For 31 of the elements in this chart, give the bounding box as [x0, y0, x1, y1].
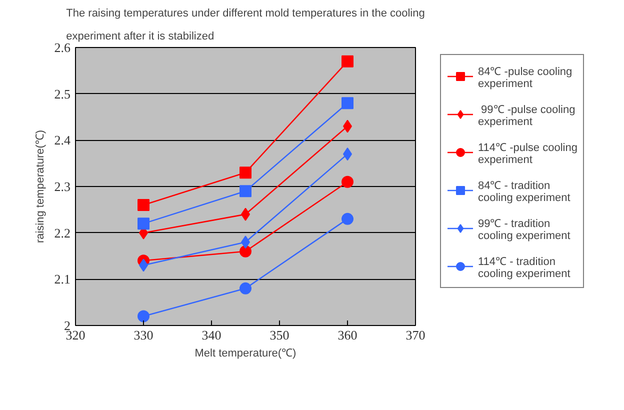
- point: [342, 97, 354, 110]
- x-axis-title: Melt temperature(℃): [194, 348, 296, 360]
- x-tick-label: 350: [270, 328, 290, 342]
- y-tick-label: 2.3: [54, 179, 70, 194]
- point: [342, 55, 354, 68]
- y-axis-title: raising temperature(℃): [34, 130, 46, 244]
- legend-label: 84℃ - tradition cooling experiment: [478, 178, 570, 205]
- legend-label: 114℃ -pulse cooling experiment: [478, 140, 578, 167]
- x-tick-label: 340: [202, 328, 222, 342]
- legend-label: 114℃ - tradition cooling experiment: [478, 254, 570, 281]
- point: [342, 212, 354, 225]
- legend-label: 84℃ -pulse cooling experiment: [478, 64, 572, 91]
- point: [138, 218, 150, 230]
- point: [240, 245, 252, 258]
- y-tick-label: 2.1: [54, 272, 70, 287]
- y-tick-label: 2.2: [54, 225, 70, 240]
- point: [240, 166, 252, 179]
- point: [240, 282, 252, 294]
- x-tick-label: 370: [406, 328, 426, 342]
- point: [342, 176, 354, 188]
- point: [138, 199, 150, 212]
- y-tick-label: 2.4: [54, 132, 71, 148]
- point: [240, 185, 252, 198]
- point: [138, 310, 150, 322]
- legend-label: 99℃ -pulse cooling experiment: [478, 102, 576, 129]
- chart-title: The raising temperatures under different mold temperatures in the cooling experiment after it is stabilized: [66, 8, 425, 42]
- y-tick-label: 2.6: [54, 40, 71, 55]
- y-tick-label: 2.5: [54, 86, 70, 102]
- x-tick-label: 330: [134, 328, 154, 342]
- legend-label: 99℃ - tradition cooling experiment: [478, 216, 570, 243]
- x-tick-label: 360: [338, 328, 358, 342]
